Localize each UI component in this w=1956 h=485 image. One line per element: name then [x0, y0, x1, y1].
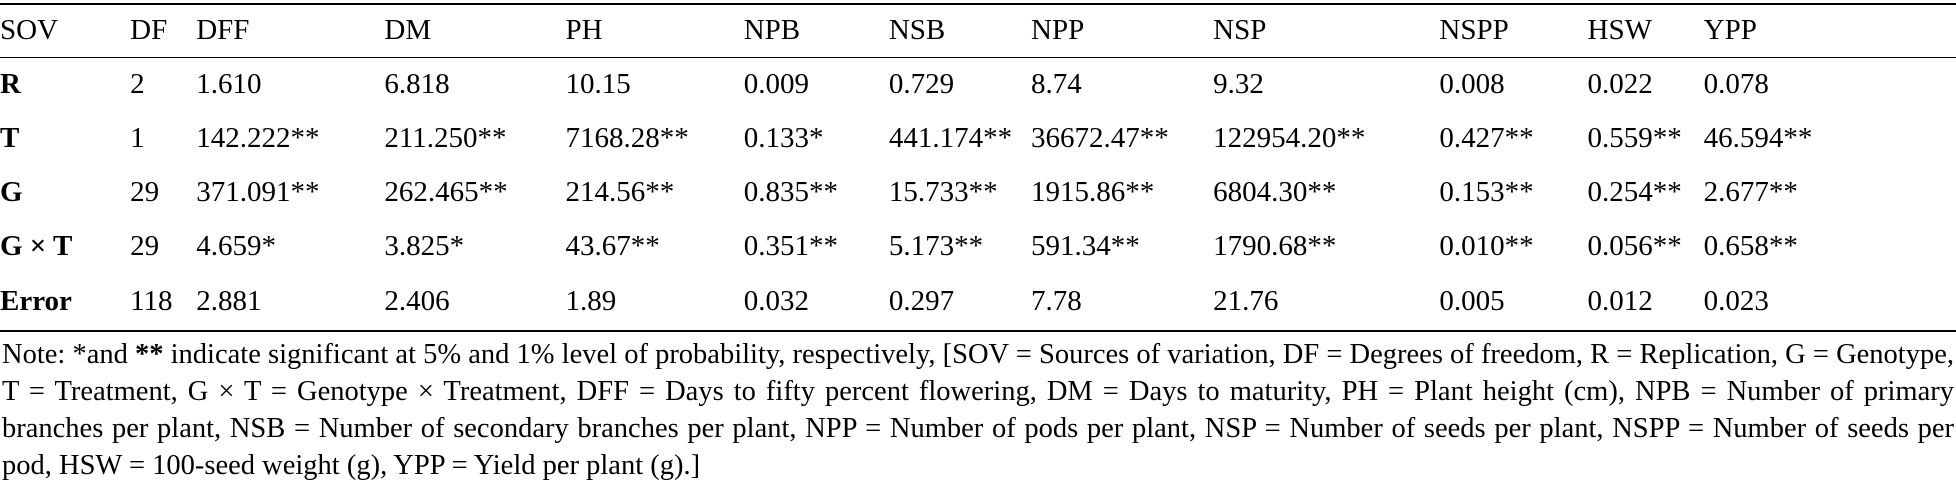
- table-cell: 0.032: [743, 273, 889, 332]
- row-label: R: [0, 67, 21, 100]
- table-cell: 6.818: [384, 67, 450, 100]
- row-label: T: [0, 121, 20, 154]
- table-cell: 0.658**: [1703, 229, 1798, 262]
- note-prefix: Note: *and: [2, 339, 135, 370]
- table-cell: 2.406: [384, 273, 566, 332]
- header-hsw: HSW: [1587, 3, 1704, 58]
- table-row: R 2 1.610 6.818 10.15 0.009 0.729 8.74 9…: [0, 57, 1956, 111]
- table-cell: 29: [130, 229, 160, 262]
- table-cell: 2.881: [196, 273, 385, 332]
- table-body: R 2 1.610 6.818 10.15 0.009 0.729 8.74 9…: [0, 57, 1956, 332]
- table-cell: 0.009: [743, 67, 809, 100]
- table-cell: 0.835**: [743, 175, 838, 208]
- table-cell: 9.32: [1213, 67, 1264, 100]
- table-cell: 2.677**: [1703, 175, 1798, 208]
- table-cell: 0.005: [1439, 273, 1588, 332]
- table-cell: 0.254**: [1587, 175, 1682, 208]
- table-cell: 8.74: [1031, 67, 1082, 100]
- header-dm: DM: [384, 3, 566, 58]
- header-df: DF: [130, 3, 197, 58]
- table-row: Error 118 2.881 2.406 1.89 0.032 0.297 7…: [0, 273, 1956, 332]
- table-cell: 7168.28**: [565, 121, 689, 154]
- anova-table: SOV DF DFF DM PH NPB NSB NPP NSP NSPP HS…: [0, 3, 1956, 332]
- table-cell: 7.78: [1031, 273, 1214, 332]
- table-cell: 1.610: [196, 67, 262, 100]
- table-cell: 1.89: [565, 273, 744, 332]
- table-cell: 0.351**: [743, 229, 838, 262]
- header-npb: NPB: [743, 3, 889, 58]
- table-cell: 21.76: [1213, 273, 1440, 332]
- note-bold-marker: **: [135, 339, 164, 370]
- header-dff: DFF: [196, 3, 385, 58]
- header-row: SOV DF DFF DM PH NPB NSB NPP NSP NSPP HS…: [0, 3, 1956, 58]
- table-cell: 1: [130, 121, 145, 154]
- table-cell: 29: [130, 175, 160, 208]
- table-cell: 0.008: [1439, 67, 1505, 100]
- note-text: indicate significant at 5% and 1% level …: [2, 339, 1955, 481]
- table-cell: 0.153**: [1439, 175, 1534, 208]
- table-cell: 142.222**: [196, 121, 320, 154]
- table-cell: 1915.86**: [1031, 175, 1155, 208]
- table-cell: 0.559**: [1587, 121, 1682, 154]
- table-cell: 10.15: [565, 67, 631, 100]
- table-cell: 441.174**: [888, 121, 1013, 154]
- table-cell: 4.659*: [196, 229, 276, 262]
- header-nsb: NSB: [888, 3, 1031, 58]
- header-ypp: YPP: [1703, 3, 1956, 58]
- table-cell: 0.297: [888, 273, 1031, 332]
- table-cell: 1790.68**: [1213, 229, 1337, 262]
- header-nspp: NSPP: [1439, 3, 1588, 58]
- table-cell: 591.34**: [1031, 229, 1140, 262]
- table-cell: 46.594**: [1703, 121, 1813, 154]
- table-cell: 262.465**: [384, 175, 508, 208]
- header-nsp: NSP: [1213, 3, 1440, 58]
- table-cell: 0.012: [1587, 273, 1704, 332]
- table-cell: 0.729: [888, 67, 955, 100]
- table-cell: 0.022: [1587, 67, 1653, 100]
- header-sov: SOV: [0, 3, 131, 58]
- table-cell: 3.825*: [384, 229, 465, 262]
- table-cell: 0.427**: [1439, 121, 1534, 154]
- table-cell: 0.133*: [743, 121, 824, 154]
- table-cell: 0.010**: [1439, 229, 1534, 262]
- table-cell: 214.56**: [565, 175, 675, 208]
- table-header: SOV DF DFF DM PH NPB NSB NPP NSP NSPP HS…: [0, 3, 1956, 58]
- table-cell: 5.173**: [888, 229, 984, 262]
- row-label: G: [0, 175, 23, 208]
- table-cell: 122954.20**: [1213, 121, 1366, 154]
- header-npp: NPP: [1031, 3, 1214, 58]
- table-cell: 118: [130, 273, 197, 332]
- table-cell: 15.733**: [888, 175, 998, 208]
- table-cell: 371.091**: [196, 175, 320, 208]
- table-cell: 0.056**: [1587, 229, 1682, 262]
- header-ph: PH: [565, 3, 744, 58]
- row-label: G × T: [0, 229, 73, 262]
- table-cell: 43.67**: [565, 229, 660, 262]
- table-cell: 0.023: [1703, 273, 1956, 332]
- table-cell: 6804.30**: [1213, 175, 1337, 208]
- table-row: G × T 29 4.659* 3.825* 43.67** 0.351** 5…: [0, 219, 1956, 273]
- table-row: G 29 371.091** 262.465** 214.56** 0.835*…: [0, 165, 1956, 219]
- table-row: T 1 142.222** 211.250** 7168.28** 0.133*…: [0, 111, 1956, 165]
- row-label: Error: [0, 273, 131, 332]
- table-cell: 2: [130, 67, 145, 100]
- table-cell: 211.250**: [384, 121, 507, 154]
- table-cell: 0.078: [1703, 67, 1769, 100]
- table-cell: 36672.47**: [1031, 121, 1169, 154]
- table-footnote: Note: *and ** indicate significant at 5%…: [2, 336, 1954, 484]
